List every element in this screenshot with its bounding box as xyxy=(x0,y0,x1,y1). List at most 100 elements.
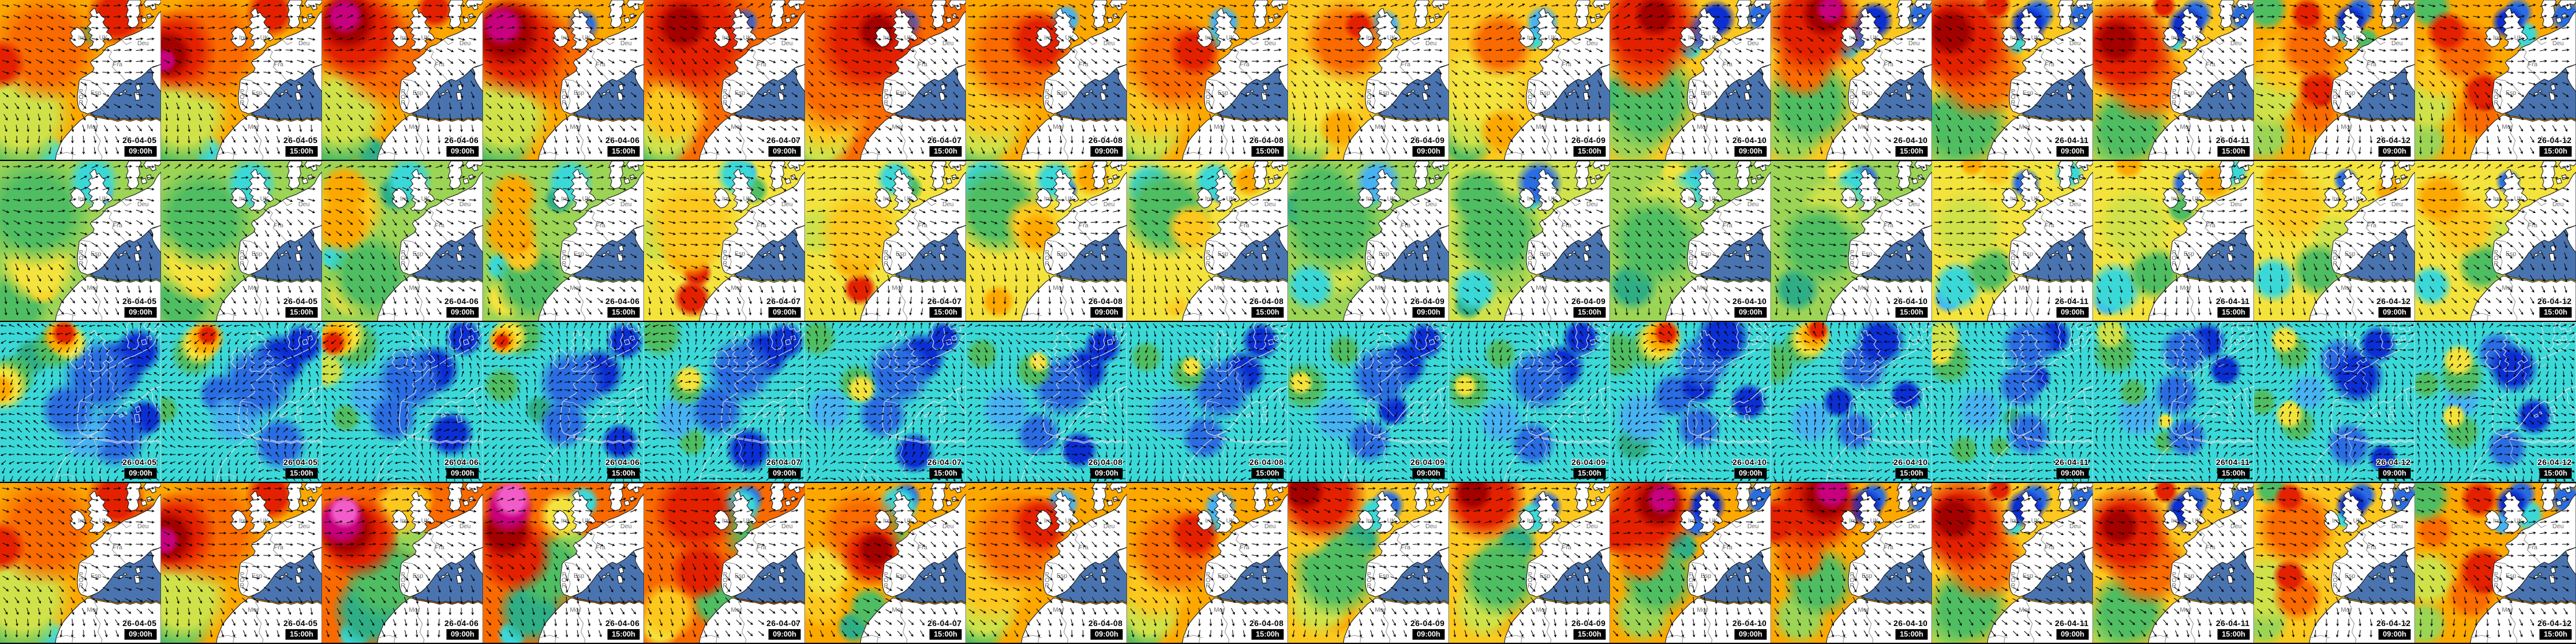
forecast-tile[interactable]: Ire UK Deu Fra Esp POR Mor 26-04-06 15:00h xyxy=(483,483,644,644)
forecast-tile[interactable]: Ire UK Deu Fra Esp POR Mor 26-04-08 15:00h xyxy=(1127,0,1288,161)
forecast-tile[interactable]: Ire UK Deu Fra Esp POR Mor 26-04-10 15:00h xyxy=(1771,161,1932,322)
label-morocco: Mor xyxy=(892,285,903,292)
forecast-tile[interactable]: Ire UK Deu Fra Esp POR Mor 26-04-07 15:00h xyxy=(805,161,966,322)
label-morocco: Mor xyxy=(731,124,742,131)
forecast-tile[interactable]: 26-04-07 09:00h xyxy=(644,322,805,483)
ireland-landmass xyxy=(1035,510,1052,531)
forecast-tile[interactable]: Ire UK Deu Fra Esp POR Mor 26-04-09 09:00h xyxy=(1288,161,1449,322)
forecast-tile[interactable]: Ire UK Deu Fra Esp POR Mor 26-04-10 09:00h xyxy=(1610,483,1771,644)
date-label: 26-04-12 xyxy=(2376,297,2411,306)
label-germany: Deu xyxy=(1908,201,1920,208)
coastline-outline xyxy=(2344,386,2415,443)
forecast-tile[interactable]: 26-04-09 15:00h xyxy=(1449,322,1610,483)
forecast-tile[interactable]: 26-04-09 09:00h xyxy=(1288,322,1449,483)
label-germany: Deu xyxy=(1103,523,1115,530)
forecast-tile[interactable]: 26-04-12 09:00h xyxy=(2254,322,2415,483)
label-spain: Esp xyxy=(1056,251,1068,258)
forecast-tile[interactable]: Ire UK Deu Fra Esp POR Mor 26-04-10 15:00h xyxy=(1771,483,1932,644)
forecast-tile[interactable]: Ire UK Deu Fra Esp POR Mor 26-04-11 09:00h xyxy=(1932,483,2093,644)
coastline-outline xyxy=(1270,322,1288,333)
label-ireland: Ire xyxy=(883,518,890,524)
forecast-tile[interactable]: Ire UK Deu Fra Esp POR Mor 26-04-09 09:00h xyxy=(1288,483,1449,644)
label-germany: Deu xyxy=(1103,201,1115,208)
denmark-landmass xyxy=(2541,483,2557,511)
ireland-landmass xyxy=(874,27,891,48)
forecast-tile[interactable]: Ire UK Deu Fra Esp POR Mor 26-04-08 09:00h xyxy=(966,483,1127,644)
forecast-tile[interactable]: Ire UK Deu Fra Esp POR Mor 26-04-10 15:00h xyxy=(1771,0,1932,161)
forecast-tile[interactable]: Ire UK Deu Fra Esp POR Mor 26-04-11 15:00h xyxy=(2093,161,2254,322)
forecast-tile[interactable]: 26-04-06 15:00h xyxy=(483,322,644,483)
forecast-tile[interactable]: 26-04-10 09:00h xyxy=(1610,322,1771,483)
forecast-tile[interactable]: 26-04-05 09:00h xyxy=(0,322,161,483)
label-ireland: Ire xyxy=(78,35,85,41)
forecast-tile[interactable]: Ire UK Deu Fra Esp POR Mor 26-04-06 09:00h xyxy=(322,0,483,161)
forecast-tile[interactable]: 26-04-08 15:00h xyxy=(1127,322,1288,483)
coastline-outline xyxy=(2162,349,2179,370)
forecast-tile[interactable]: Ire UK Deu Fra Esp POR Mor 26-04-11 15:00h xyxy=(2093,0,2254,161)
forecast-tile[interactable]: Ire UK Deu Fra Esp POR Mor 26-04-09 15:00h xyxy=(1449,0,1610,161)
forecast-tile[interactable]: Ire UK Deu Fra Esp POR Mor 26-04-08 15:00h xyxy=(1127,483,1288,644)
forecast-tile[interactable]: Ire UK Deu Fra Esp POR Mor 26-04-05 15:00h xyxy=(161,483,322,644)
forecast-tile[interactable]: Ire UK Deu Fra Esp POR Mor 26-04-05 09:00h xyxy=(0,0,161,161)
forecast-tile[interactable]: Ire UK Deu Fra Esp POR Mor 26-04-06 15:00h xyxy=(483,0,644,161)
forecast-tile[interactable]: Ire UK Deu Fra Esp POR Mor 26-04-08 15:00h xyxy=(1127,161,1288,322)
country-borders xyxy=(377,200,454,321)
forecast-tile[interactable]: Ire UK Deu Fra Esp POR Mor 26-04-11 09:00h xyxy=(1932,161,2093,322)
forecast-tile[interactable]: 26-04-11 09:00h xyxy=(1932,322,2093,483)
forecast-tile[interactable]: Ire UK Deu Fra Esp POR Mor 26-04-09 09:00h xyxy=(1288,0,1449,161)
label-spain: Esp xyxy=(1700,573,1712,580)
forecast-tile[interactable]: 26-04-12 15:00h xyxy=(2415,322,2576,483)
label-portugal: POR xyxy=(2332,250,2339,266)
forecast-tile[interactable]: 26-04-10 15:00h xyxy=(1771,322,1932,483)
forecast-tile[interactable]: Ire UK Deu Fra Esp POR Mor 26-04-08 09:00h xyxy=(966,161,1127,322)
forecast-tile[interactable]: Ire UK Deu Fra Esp POR Mor 26-04-05 15:00h xyxy=(161,0,322,161)
forecast-tile[interactable]: Ire UK Deu Fra Esp POR Mor 26-04-09 15:00h xyxy=(1449,483,1610,644)
forecast-tile[interactable]: Ire UK Deu Fra Esp POR Mor 26-04-11 15:00h xyxy=(2093,483,2254,644)
time-label: 09:00h xyxy=(1734,468,1767,479)
forecast-tile[interactable]: Ire UK Deu Fra Esp POR Mor 26-04-07 15:00h xyxy=(805,0,966,161)
forecast-tile[interactable]: 26-04-11 15:00h xyxy=(2093,322,2254,483)
forecast-tile[interactable]: Ire UK Deu Fra Esp POR Mor 26-04-12 15:00h xyxy=(2415,0,2576,161)
forecast-tile[interactable]: Ire UK Deu Fra Esp POR Mor 26-04-07 15:00h xyxy=(805,483,966,644)
label-morocco: Mor xyxy=(1214,607,1225,614)
forecast-tile[interactable]: Ire UK Deu Fra Esp POR Mor 26-04-07 09:00h xyxy=(644,483,805,644)
denmark-landmass xyxy=(1253,0,1269,28)
forecast-tile[interactable]: 26-04-08 09:00h xyxy=(966,322,1127,483)
forecast-tile[interactable]: Ire UK Deu Fra Esp POR Mor 26-04-05 15:00h xyxy=(161,161,322,322)
forecast-tile[interactable]: Ire UK Deu Fra Esp POR Mor 26-04-12 15:00h xyxy=(2415,483,2576,644)
great-britain-landmass xyxy=(1053,8,1079,50)
label-germany: Deu xyxy=(2230,40,2242,47)
italy-landmass xyxy=(150,64,161,92)
forecast-tile[interactable]: Ire UK Deu Fra Esp POR Mor 26-04-11 09:00h xyxy=(1932,0,2093,161)
forecast-tile[interactable]: Ire UK Deu Fra Esp POR Mor 26-04-12 15:00h xyxy=(2415,161,2576,322)
great-britain-landmass xyxy=(1697,169,1723,211)
forecast-tile[interactable]: Ire UK Deu Fra Esp POR Mor 26-04-05 09:00h xyxy=(0,161,161,322)
forecast-tile[interactable]: Ire UK Deu Fra Esp POR Mor 26-04-12 09:00h xyxy=(2254,161,2415,322)
label-morocco: Mor xyxy=(2502,607,2513,614)
forecast-tile[interactable]: Ire UK Deu Fra Esp POR Mor 26-04-09 15:00h xyxy=(1449,161,1610,322)
forecast-tile[interactable]: 26-04-05 15:00h xyxy=(161,322,322,483)
forecast-tile[interactable]: Ire UK Deu Fra Esp POR Mor 26-04-10 09:00h xyxy=(1610,0,1771,161)
forecast-tile[interactable]: Ire UK Deu Fra Esp POR Mor 26-04-05 09:00h xyxy=(0,483,161,644)
italy-landmass xyxy=(1438,64,1449,92)
coastline-outline xyxy=(1245,406,1268,423)
forecast-tile[interactable]: Ire UK Deu Fra Esp POR Mor 26-04-08 09:00h xyxy=(966,0,1127,161)
norway-landmass xyxy=(2236,0,2254,11)
forecast-tile[interactable]: Ire UK Deu Fra Esp POR Mor 26-04-12 09:00h xyxy=(2254,483,2415,644)
forecast-tile[interactable]: Ire UK Deu Fra Esp POR Mor 26-04-07 09:00h xyxy=(644,0,805,161)
coastline-map: Ire UK Deu Fra Esp POR Mor xyxy=(1503,0,1610,160)
italy-landmass xyxy=(1116,64,1127,92)
italy-landmass xyxy=(1599,225,1610,253)
mediterranean-islands xyxy=(440,84,463,101)
label-germany: Deu xyxy=(459,523,471,530)
ireland-landmass xyxy=(2162,510,2179,531)
forecast-tile[interactable]: Ire UK Deu Fra Esp POR Mor 26-04-12 09:00h xyxy=(2254,0,2415,161)
label-portugal: POR xyxy=(1044,89,1051,105)
forecast-tile[interactable]: Ire UK Deu Fra Esp POR Mor 26-04-10 09:00h xyxy=(1610,161,1771,322)
forecast-tile[interactable]: Ire UK Deu Fra Esp POR Mor 26-04-06 15:00h xyxy=(483,161,644,322)
forecast-tile[interactable]: Ire UK Deu Fra Esp POR Mor 26-04-06 09:00h xyxy=(322,483,483,644)
forecast-tile[interactable]: 26-04-06 09:00h xyxy=(322,322,483,483)
forecast-tile[interactable]: Ire UK Deu Fra Esp POR Mor 26-04-07 09:00h xyxy=(644,161,805,322)
forecast-tile[interactable]: Ire UK Deu Fra Esp POR Mor 26-04-06 09:00h xyxy=(322,161,483,322)
forecast-tile[interactable]: 26-04-07 15:00h xyxy=(805,322,966,483)
